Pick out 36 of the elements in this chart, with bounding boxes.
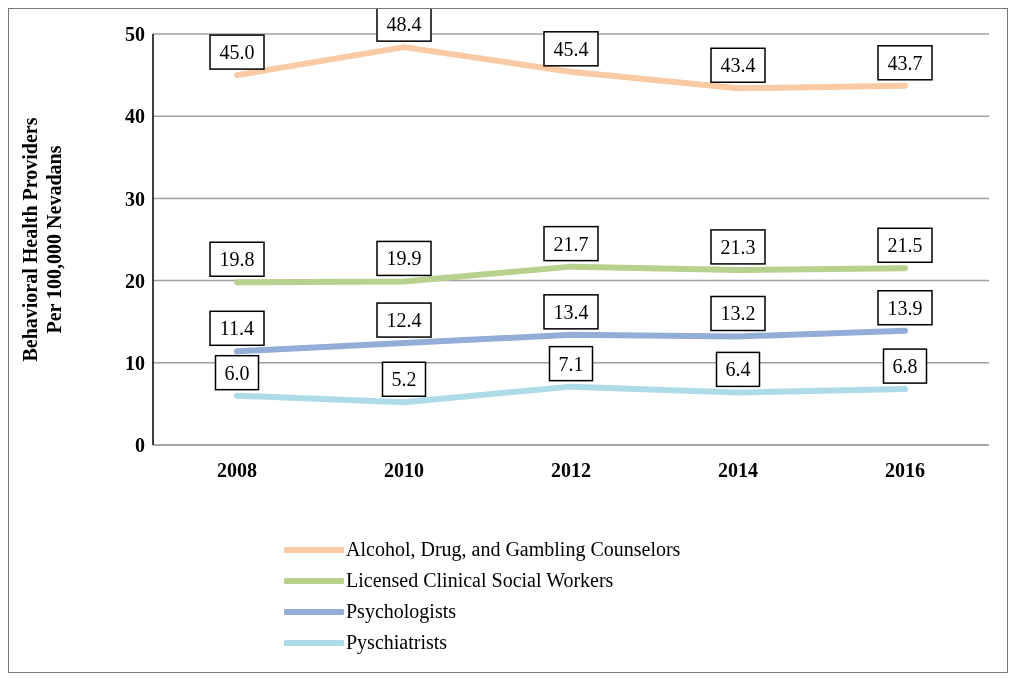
- legend-label: Pyschiatrists: [346, 631, 448, 654]
- y-tick-label: 30: [125, 187, 145, 210]
- data-label: 45.0: [219, 41, 255, 64]
- data-label: 6.4: [725, 358, 751, 381]
- data-label: 12.4: [386, 309, 422, 332]
- data-label: 6.0: [224, 361, 250, 384]
- y-tick-label: 0: [135, 434, 145, 457]
- data-label: 13.9: [887, 296, 923, 319]
- data-label: 19.9: [386, 247, 422, 270]
- y-tick-label: 10: [125, 351, 145, 374]
- data-label: 21.5: [887, 234, 923, 257]
- data-label: 19.8: [219, 248, 255, 271]
- legend-label: Alcohol, Drug, and Gambling Counselors: [346, 538, 681, 561]
- y-tick-label: 40: [125, 105, 145, 128]
- data-label: 5.2: [391, 368, 417, 391]
- data-label: 48.4: [386, 13, 422, 36]
- data-label: 43.7: [887, 51, 923, 74]
- y-tick-label: 50: [125, 23, 145, 46]
- x-tick-label: 2010: [384, 459, 424, 482]
- data-label: 45.4: [553, 37, 589, 60]
- x-tick-label: 2012: [551, 459, 591, 482]
- legend-label: Licensed Clinical Social Workers: [346, 569, 614, 592]
- legend-label: Psychologists: [346, 600, 457, 623]
- data-label: 13.4: [553, 300, 589, 323]
- data-label: 11.4: [219, 317, 255, 340]
- x-tick-label: 2014: [718, 459, 758, 482]
- data-label: 21.7: [553, 232, 589, 255]
- y-axis-title: Behavioral Health Providers Per 100,000 Nevadans: [19, 117, 65, 362]
- data-label: 13.2: [720, 302, 756, 325]
- data-label: 21.3: [720, 235, 756, 258]
- data-label: 6.8: [892, 355, 918, 378]
- data-label: 43.4: [720, 54, 756, 77]
- x-tick-label: 2008: [217, 459, 257, 482]
- y-tick-label: 20: [125, 269, 145, 292]
- data-label: 7.1: [558, 352, 584, 375]
- x-tick-label: 2016: [885, 459, 925, 482]
